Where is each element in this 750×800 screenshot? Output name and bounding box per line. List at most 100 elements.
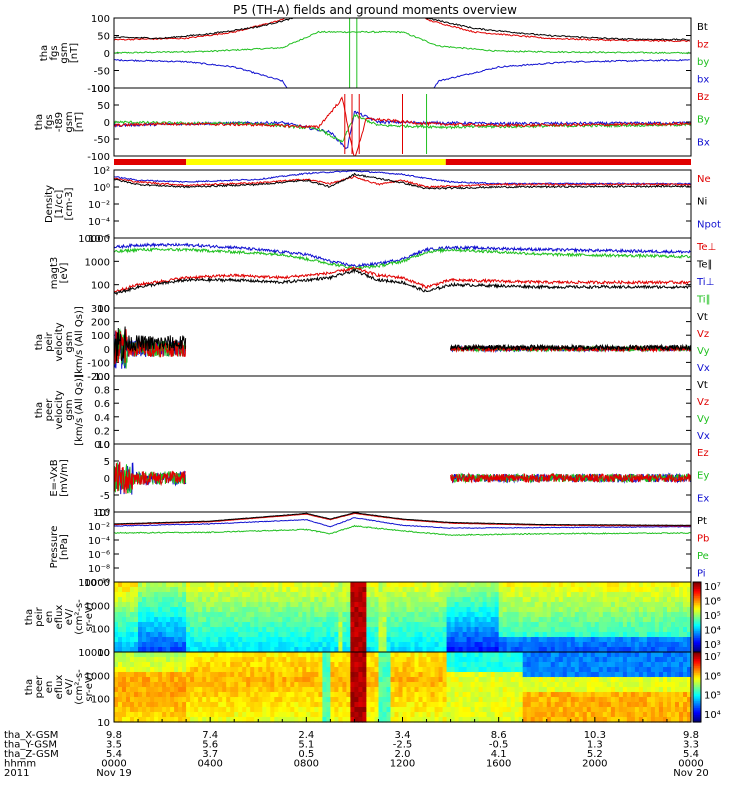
spectrogram-cell — [358, 712, 363, 718]
spectrogram-cell — [462, 622, 468, 628]
spectrogram-cell — [634, 717, 640, 723]
spectrogram-cell — [254, 707, 259, 713]
spectrogram-cell — [382, 582, 388, 588]
spectrogram-cell — [626, 622, 632, 628]
spectrogram-cell — [250, 662, 255, 668]
spectrogram-cell — [490, 652, 496, 658]
spectrogram-cell — [194, 667, 199, 673]
spectrogram-cell — [126, 617, 131, 623]
spectrogram-cell — [166, 637, 171, 643]
spectrogram-cell — [406, 582, 412, 588]
y-tick-label: -10 — [94, 508, 110, 519]
spectrogram-cell — [118, 582, 123, 588]
spectrogram-cell — [306, 632, 311, 638]
spectrogram-cell — [406, 692, 412, 698]
spectrogram-cell — [262, 617, 267, 623]
spectrogram-cell — [470, 657, 476, 663]
spectrogram-cell — [590, 637, 596, 643]
spectrogram-cell — [238, 707, 243, 713]
spectrogram-cell — [663, 612, 668, 618]
spectrogram-cell — [174, 712, 179, 718]
spectrogram-cell — [302, 622, 307, 628]
spectrogram-cell — [438, 672, 444, 678]
spectrogram-cell — [366, 682, 371, 688]
spectrogram-cell — [318, 702, 323, 708]
spectrogram-cell — [374, 592, 380, 598]
spectrogram-cell — [679, 597, 684, 603]
spectrogram-cell — [138, 622, 143, 628]
spectrogram-cell — [602, 587, 608, 593]
spectrogram-cell — [458, 582, 464, 588]
legend-label: Ti⊥ — [696, 277, 714, 288]
spectrogram-cell — [214, 637, 219, 643]
spectrogram-cell — [606, 627, 612, 633]
spectrogram-cell — [602, 717, 608, 723]
spectrogram-cell — [302, 632, 307, 638]
spectrogram-cell — [158, 637, 163, 643]
spectrogram-cell — [146, 597, 151, 603]
spectrogram-cell — [242, 672, 247, 678]
spectrogram-cell — [314, 622, 319, 628]
spectrogram-cell — [598, 702, 604, 708]
spectrogram-cell — [298, 692, 303, 698]
spectrogram-cell — [326, 677, 331, 683]
spectrogram-cell — [414, 597, 420, 603]
spectrogram-cell — [298, 642, 303, 648]
spectrogram-cell — [446, 627, 452, 633]
spectrogram-cell — [386, 642, 392, 648]
spectrogram-cell — [474, 582, 480, 588]
spectrogram-cell — [663, 717, 668, 723]
spectrogram-cell — [430, 632, 436, 638]
spectrogram-cell — [534, 667, 540, 673]
spectrogram-cell — [454, 707, 460, 713]
spectrogram-cell — [418, 612, 424, 618]
spectrogram-cell — [570, 697, 576, 703]
spectrogram-cell — [114, 607, 119, 613]
spectrogram-cell — [450, 612, 456, 618]
spectrogram-cell — [370, 627, 375, 633]
spectrogram-cell — [478, 657, 484, 663]
spectrogram-cell — [210, 622, 215, 628]
spectrogram-cell — [667, 602, 672, 608]
spectrogram-cell — [242, 622, 247, 628]
spectrogram-cell — [450, 627, 456, 633]
spectrogram-cell — [450, 652, 456, 658]
spectrogram-cell — [570, 692, 576, 698]
spectrogram-cell — [594, 587, 600, 593]
y-axis-label: [1/cc] — [54, 190, 65, 219]
spectrogram-cell — [418, 697, 424, 703]
spectrogram-cell — [174, 672, 179, 678]
spectrogram-cell — [490, 607, 496, 613]
spectrogram-cell — [334, 622, 339, 628]
spectrogram-cell — [618, 632, 624, 638]
spectrogram-cell — [386, 677, 392, 683]
spectrogram-cell — [298, 667, 303, 673]
spectrogram-cell — [667, 687, 672, 693]
spectrogram-cell — [318, 672, 323, 678]
spectrogram-cell — [418, 672, 424, 678]
spectrogram-cell — [150, 717, 155, 723]
spectrogram-cell — [154, 697, 159, 703]
spectrogram-cell — [683, 712, 688, 718]
spectrogram-cell — [626, 602, 632, 608]
spectrogram-cell — [318, 682, 323, 688]
spectrogram-cell — [426, 592, 432, 598]
spectrogram-cell — [606, 707, 612, 713]
spectrogram-cell — [434, 677, 440, 683]
spectrogram-cell — [558, 597, 564, 603]
spectrogram-cell — [650, 672, 656, 678]
spectrogram-cell — [582, 677, 588, 683]
spectrogram-cell — [534, 622, 540, 628]
spectrogram-cell — [282, 642, 287, 648]
spectrogram-cell — [294, 587, 299, 593]
spectrogram-cell — [502, 592, 508, 598]
y-tick-label: 0.2 — [94, 426, 110, 437]
spectrogram-cell — [122, 642, 127, 648]
spectrogram-cell — [374, 602, 380, 608]
spectrogram-cell — [542, 667, 548, 673]
spectrogram-cell — [658, 692, 664, 698]
spectrogram-cell — [130, 657, 135, 663]
y-tick-label: 10000 — [78, 578, 110, 589]
spectrogram-cell — [254, 682, 259, 688]
spectrogram-cell — [654, 687, 660, 693]
